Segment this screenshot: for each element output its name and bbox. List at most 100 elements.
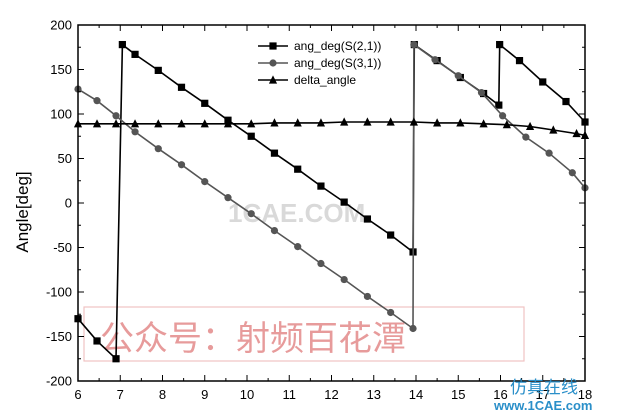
data-point (363, 292, 372, 301)
x-tick-label: 17 (536, 387, 550, 402)
data-point (316, 118, 326, 127)
data-point (177, 119, 186, 128)
legend-label: ang_deg(S(2,1)) (294, 39, 381, 53)
data-point (247, 210, 255, 218)
legend-marker (269, 42, 277, 50)
brand-chinese: 仿真在线 (510, 378, 578, 398)
series-2 (74, 40, 589, 333)
data-point (568, 169, 576, 177)
data-point (515, 57, 524, 65)
data-point (201, 178, 209, 186)
data-point (177, 161, 186, 169)
data-point (525, 121, 535, 131)
series-line (77, 43, 586, 331)
data-point (387, 308, 395, 317)
y-axis-label: Angle[deg] (13, 171, 32, 252)
data-point (410, 40, 418, 49)
data-point (409, 324, 417, 333)
data-point (545, 149, 553, 157)
data-point (247, 119, 256, 128)
data-point (539, 78, 547, 86)
data-point (431, 56, 439, 64)
legend-label: ang_deg(S(3,1)) (294, 56, 381, 70)
x-tick-label: 10 (240, 387, 254, 402)
data-point (340, 117, 349, 126)
tick-layer: 6 7 8 9 10 11 12 13 14 15 16 17 18 200 150 100 50 0 -50 -10… (46, 18, 592, 403)
watermark-chinese: 公众号：射频百花潭 (100, 319, 406, 359)
data-point (131, 128, 139, 136)
data-point (111, 119, 121, 128)
data-point (200, 119, 209, 128)
data-point (294, 243, 302, 251)
x-tick-label: 13 (367, 387, 381, 402)
data-point (112, 355, 120, 363)
brand-url: www.1CAE.com (493, 398, 592, 413)
data-point (247, 132, 255, 140)
data-point (456, 118, 465, 127)
data-point (93, 97, 101, 105)
data-point (112, 112, 120, 120)
data-point (270, 118, 279, 127)
data-point (549, 125, 558, 134)
watermark: 1CAE.COM 公众号：射频百花潭 (83, 198, 525, 362)
data-point (387, 231, 395, 239)
x-tick-label: 11 (283, 387, 297, 402)
data-point (154, 145, 162, 153)
legend-marker (269, 59, 277, 67)
data-point (363, 215, 372, 223)
data-point (454, 72, 462, 80)
x-tick-label: 16 (493, 387, 507, 402)
brand: 仿真在线 www.1CAE.com (493, 378, 592, 413)
data-point (131, 50, 139, 58)
data-point (477, 89, 486, 97)
legend-marker (268, 75, 278, 84)
x-tick-label: 18 (578, 387, 592, 402)
data-point (479, 119, 488, 128)
data-point (572, 128, 581, 138)
x-tick-label: 8 (159, 387, 166, 402)
data-point (562, 97, 570, 106)
data-point (363, 117, 372, 126)
x-tick-label: 14 (409, 387, 423, 402)
y-tick-label: -200 (46, 374, 72, 389)
series-layer (73, 40, 590, 363)
x-tick-label: 6 (74, 387, 81, 402)
legend-label: delta_angle (294, 73, 356, 87)
data-point (340, 198, 348, 206)
x-tick-label: 12 (324, 387, 338, 402)
x-tick-label: 9 (201, 387, 208, 402)
data-point (340, 275, 348, 284)
series-3 (73, 117, 590, 139)
data-point (154, 66, 162, 74)
data-point (502, 120, 511, 129)
x-tick-label: 15 (451, 387, 465, 402)
data-point (293, 118, 302, 127)
y-tick-label: -150 (46, 329, 72, 344)
data-point (177, 83, 186, 91)
data-point (317, 182, 325, 190)
data-point (201, 99, 209, 107)
y-tick-label: 100 (50, 107, 72, 122)
x-tick-label: 7 (117, 387, 124, 402)
data-point (223, 119, 233, 128)
watermark-box (83, 306, 525, 362)
data-point (130, 119, 140, 128)
data-point (433, 118, 442, 127)
data-point (386, 117, 395, 126)
data-point (522, 133, 530, 141)
data-point (93, 337, 101, 345)
legend: ang_deg(S(2,1)) ang_deg(S(3,1)) delta_angl… (258, 39, 381, 87)
y-tick-label: 200 (50, 18, 72, 33)
data-point (118, 40, 126, 49)
y-tick-label: -50 (53, 240, 72, 255)
y-tick-label: 0 (65, 196, 72, 211)
data-point (409, 117, 418, 126)
data-point (317, 259, 325, 268)
data-point (499, 112, 507, 120)
data-point (270, 226, 279, 235)
data-point (92, 119, 102, 128)
series-line (78, 121, 586, 137)
data-point (496, 40, 504, 49)
y-tick-label: -100 (46, 285, 72, 300)
